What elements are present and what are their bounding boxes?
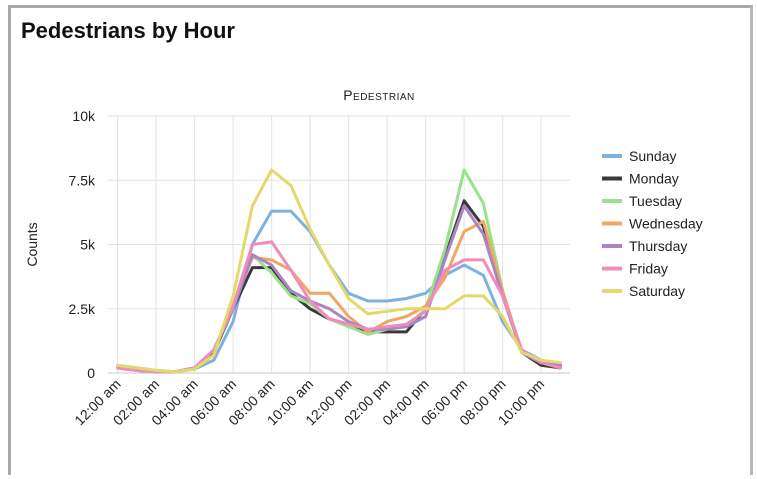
legend-label: Saturday	[629, 283, 685, 299]
legend-label: Thursday	[629, 238, 687, 254]
series-line-thursday	[116, 204, 562, 374]
panel-title: Pedestrians by Hour	[21, 18, 235, 43]
legend-label: Wednesday	[629, 216, 703, 232]
y-tick-labels: 0 2.5k 5k 7.5k 10k	[69, 108, 96, 381]
legend-item-saturday[interactable]: Saturday	[602, 283, 685, 299]
legend-label: Monday	[629, 171, 679, 187]
legend-item-monday[interactable]: Monday	[602, 171, 679, 187]
legend: Sunday Monday Tuesday Wednesday Thursday Frid…	[602, 148, 703, 299]
y-tick-label: 2.5k	[69, 301, 96, 317]
y-axis-label: Counts	[24, 222, 40, 266]
legend-label: Sunday	[629, 148, 676, 164]
legend-item-friday[interactable]: Friday	[602, 261, 668, 277]
series-lines	[116, 168, 562, 374]
series-line-saturday	[116, 168, 562, 374]
legend-label: Friday	[629, 261, 668, 277]
y-tick-label: 10k	[72, 108, 96, 124]
series-line-monday	[116, 199, 562, 374]
legend-label: Tuesday	[629, 193, 682, 209]
y-tick-label: 0	[87, 365, 95, 381]
y-tick-label: 7.5k	[69, 172, 96, 188]
chart-title: Pedestrian	[343, 87, 415, 103]
grid-lines	[108, 115, 570, 374]
series-line-wednesday	[116, 219, 562, 374]
y-tick-label: 5k	[80, 237, 96, 253]
legend-item-tuesday[interactable]: Tuesday	[602, 193, 682, 209]
chart-panel: Pedestrians by Hour	[8, 5, 753, 475]
legend-item-wednesday[interactable]: Wednesday	[602, 216, 703, 232]
series-line-sunday	[116, 209, 562, 374]
legend-item-sunday[interactable]: Sunday	[602, 148, 676, 164]
legend-item-thursday[interactable]: Thursday	[602, 238, 687, 254]
